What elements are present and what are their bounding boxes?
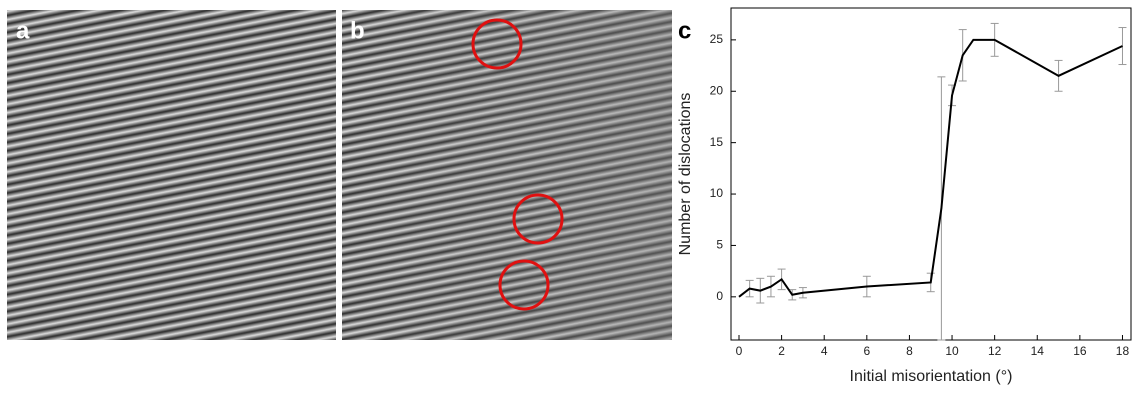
- image-a: [7, 10, 336, 340]
- panel-label: b: [350, 17, 365, 44]
- x-tick-label: 14: [1031, 344, 1045, 358]
- image-b: [342, 10, 672, 340]
- y-tick-label: 20: [710, 83, 724, 97]
- y-tick-label: 15: [710, 135, 724, 149]
- x-axis-label: Initial misorientation (°): [850, 368, 1013, 385]
- x-tick-label: 0: [736, 344, 743, 358]
- x-tick-label: 8: [906, 344, 913, 358]
- x-tick-label: 10: [945, 344, 959, 358]
- x-tick-label: 16: [1073, 344, 1087, 358]
- highlight-circle: [471, 18, 523, 70]
- highlight-circle: [512, 193, 564, 245]
- x-tick-label: 6: [863, 344, 870, 358]
- x-tick-label: 4: [821, 344, 828, 358]
- x-tick-label: 12: [988, 344, 1002, 358]
- y-axis-label: Number of dislocations: [677, 93, 694, 256]
- plot-frame: [730, 7, 1132, 341]
- x-tick-label: 2: [778, 344, 785, 358]
- panel-label: a: [16, 17, 30, 44]
- highlight-circle: [498, 259, 550, 311]
- x-tick-label: 18: [1116, 344, 1130, 358]
- data-line: [738, 38, 1123, 298]
- y-tick-label: 5: [716, 238, 723, 252]
- y-tick-label: 25: [710, 32, 724, 46]
- y-tick-label: 10: [710, 186, 724, 200]
- y-tick-label: 0: [716, 289, 723, 303]
- panel-label: c: [678, 17, 691, 44]
